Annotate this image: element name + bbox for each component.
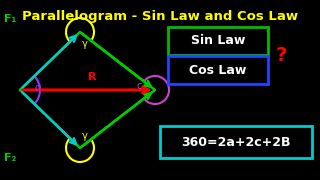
Text: Cos Law: Cos Law: [189, 64, 247, 76]
Bar: [160, 126, 312, 158]
Text: 360=2a+2c+2B: 360=2a+2c+2B: [181, 136, 291, 148]
Text: γ: γ: [82, 39, 88, 49]
Text: R: R: [88, 72, 97, 82]
Text: α: α: [35, 83, 41, 93]
Text: Sin Law: Sin Law: [191, 35, 245, 48]
Bar: [168, 27, 268, 55]
Text: Parallelogram - Sin Law and Cos Law: Parallelogram - Sin Law and Cos Law: [22, 10, 298, 23]
Text: γ: γ: [82, 131, 88, 141]
Text: c: c: [136, 81, 142, 91]
Text: F₁: F₁: [4, 14, 16, 24]
Text: ?: ?: [276, 46, 287, 65]
Bar: [168, 56, 268, 84]
Text: F₂: F₂: [4, 153, 16, 163]
